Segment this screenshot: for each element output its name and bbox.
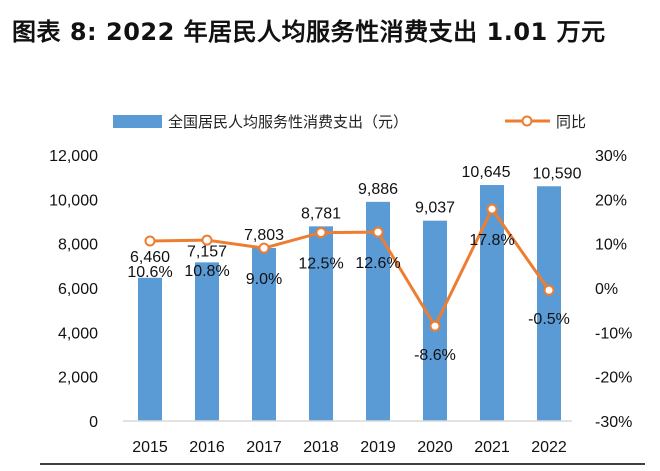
growth-point-2022 [543, 284, 555, 296]
growth-point-2017 [258, 242, 270, 254]
x-tick-label: 2016 [189, 439, 225, 456]
y-left-tick-label: 0 [89, 414, 98, 431]
line-data-label: 12.6% [355, 255, 400, 272]
legend-bar-label: 全国居民人均服务性消费支出（元） [168, 113, 408, 131]
x-tick-label: 2015 [132, 439, 168, 456]
bar-2018 [309, 226, 333, 421]
growth-line [149, 206, 551, 330]
y-left-tick-label: 2,000 [58, 370, 98, 387]
bar-data-label: 6,460 [130, 249, 170, 266]
y-right-tick-label: -10% [595, 325, 632, 342]
y-right-tick-label: -20% [595, 370, 632, 387]
y-right-tick-label: 30% [595, 148, 627, 165]
growth-point-2020 [429, 320, 441, 332]
line-data-label: 10.6% [127, 264, 172, 281]
growth-point-2021 [486, 203, 498, 215]
y-right-tick-label: 20% [595, 192, 627, 209]
x-tick-label: 2019 [360, 439, 396, 456]
bar-data-label: 10,645 [462, 164, 511, 181]
bar-2015 [138, 277, 162, 421]
bar-data-label: 9,886 [358, 181, 398, 198]
y-left-tick-label: 6,000 [58, 281, 98, 298]
line-data-label: 10.8% [184, 263, 229, 280]
x-tick-label: 2020 [417, 439, 453, 456]
y-right-tick-label: -30% [595, 414, 632, 431]
legend-line-label: 同比 [556, 114, 586, 131]
bar-data-label: 10,590 [533, 165, 582, 182]
x-tick-label: 2021 [474, 439, 510, 456]
line-data-label: -8.6% [414, 347, 456, 364]
x-tick-label: 2022 [531, 439, 567, 456]
y-left-tick-label: 4,000 [58, 325, 98, 342]
bar-2022 [537, 186, 561, 421]
line-data-label: 17.8% [469, 232, 514, 249]
y-left-tick-label: 12,000 [49, 148, 98, 165]
y-left-tick-label: 10,000 [49, 192, 98, 209]
chart-title: 图表 8: 2022 年居民人均服务性消费支出 1.01 万元 [12, 18, 606, 46]
y-left-tick-label: 8,000 [58, 237, 98, 254]
legend-line-marker [521, 115, 533, 127]
line-data-label: 9.0% [246, 271, 282, 288]
line-data-label: 12.5% [298, 256, 343, 273]
y-right-tick-label: 10% [595, 237, 627, 254]
bar-2016 [195, 262, 219, 421]
line-data-label: -0.5% [528, 311, 570, 328]
x-tick-label: 2018 [303, 439, 339, 456]
bar-2017 [252, 248, 276, 421]
bar-data-label: 7,157 [187, 243, 227, 260]
bar-data-label: 9,037 [415, 200, 455, 217]
bar-data-label: 8,781 [301, 205, 341, 222]
growth-point-2015 [144, 235, 156, 247]
x-tick-label: 2017 [246, 439, 282, 456]
growth-point-2018 [315, 227, 327, 239]
bar-data-label: 7,803 [244, 227, 284, 244]
legend-bar-swatch [113, 115, 162, 128]
growth-point-2016 [201, 234, 213, 246]
y-right-tick-label: 0% [595, 281, 618, 298]
growth-point-2019 [372, 226, 384, 238]
bar-2019 [366, 201, 390, 421]
